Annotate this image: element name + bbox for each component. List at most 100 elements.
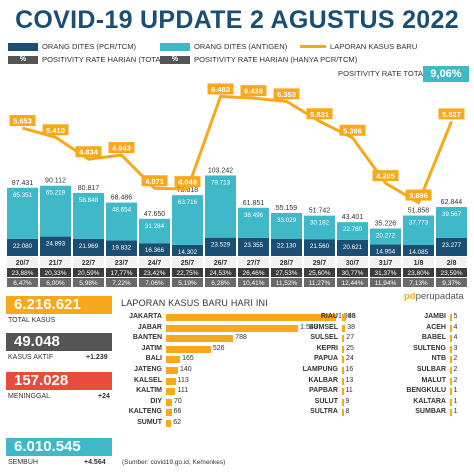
kasus-label: 4.048 [178, 178, 197, 187]
province-bar [450, 356, 452, 364]
bar-pcr-label: 21.969 [79, 243, 99, 250]
pos-pcr-label: 6,00% [46, 280, 65, 287]
province-bar [342, 367, 344, 374]
legend-pos-pcr-swatch: % [160, 55, 190, 64]
legend-pcr: ORANG DITES (PCR/TCM) [8, 42, 136, 51]
positivity-rate-total-badge: 9,06% [423, 66, 469, 82]
date-cell [172, 257, 203, 267]
province-value: 62 [173, 419, 182, 426]
province-bar [342, 335, 345, 343]
bar-total-label: 62.844 [441, 199, 463, 206]
kasus-label-bg [240, 85, 267, 97]
bar-antigen-label: 79.713 [211, 179, 231, 186]
province-bar [450, 398, 452, 406]
bar-total-label: 80.817 [78, 185, 100, 192]
province-value: 165 [182, 355, 194, 363]
pos-pcr-cell [40, 278, 71, 287]
bar-pcr-label: 22.080 [13, 243, 33, 250]
sembuh-label: SEMBUH [8, 459, 38, 466]
legend-pos-rate-total: POSITIVITY RATE TOTAL [338, 69, 427, 78]
province-value: 111 [177, 387, 189, 395]
province-value: 46 [347, 313, 356, 320]
bar-total-label: 51.742 [309, 208, 331, 215]
pos-total-label: 23,88% [11, 270, 33, 277]
province-name: LAMPUNG [302, 366, 338, 373]
pos-total-cell [205, 268, 236, 277]
province-value: 2 [453, 366, 458, 373]
bar-pcr [238, 237, 269, 256]
date-cell [40, 257, 71, 267]
pos-total-label: 23,42% [143, 270, 165, 277]
x-tick-label: 26/7 [214, 260, 228, 267]
meninggal-change: +24 [98, 393, 110, 400]
province-value: 16 [345, 366, 354, 373]
bar-pcr [106, 240, 137, 256]
pos-total-cell [337, 268, 368, 277]
pos-pcr-cell [304, 278, 335, 287]
province-name: SULTENG [413, 344, 446, 352]
date-cell [436, 257, 467, 267]
daily-section-title: LAPORAN KASUS BARU HARI INI [121, 298, 268, 308]
bar-antigen [7, 187, 38, 239]
pos-pcr-label: 7,22% [112, 280, 131, 287]
province-name: SULTRA [310, 408, 338, 416]
pos-pcr-label: 11,27% [309, 280, 331, 287]
province-bar [450, 409, 452, 417]
date-cell [304, 257, 335, 267]
pos-pcr-cell [172, 278, 203, 287]
pos-pcr-label: 7,13% [409, 280, 428, 287]
bar-antigen-label: 20.272 [376, 233, 396, 240]
province-bar [166, 324, 299, 332]
legend-pos-pcr: % POSITIVITY RATE HARIAN (HANYA PCR/TCM) [160, 55, 357, 64]
pos-total-label: 25,60% [308, 270, 330, 277]
legend-antigen: ORANG DITES (ANTIGEN) [160, 42, 287, 51]
bar-pcr [40, 236, 71, 256]
province-bar [450, 324, 452, 332]
province-bar [342, 388, 344, 396]
pos-pcr-label: 5,98% [79, 280, 98, 287]
kasus-aktif-label: KASUS AKTIF [8, 354, 54, 361]
date-cell [73, 257, 104, 267]
province-bar [450, 377, 452, 385]
pos-pcr-label: 9,37% [442, 280, 461, 287]
province-value: 1 [453, 397, 458, 405]
bar-antigen-label: 22.780 [343, 226, 363, 233]
legend-pos-total: % POSITIVITY RATE HARIAN (TOTAL) [8, 55, 167, 64]
legend-pcr-label: ORANG DITES (PCR/TCM) [42, 42, 137, 51]
date-cell [271, 257, 302, 267]
pos-pcr-cell [139, 278, 170, 287]
kasus-label: 6.483 [211, 85, 230, 94]
pos-total-label: 30,77% [341, 270, 363, 277]
province-bar [342, 377, 344, 385]
province-value: 1.549 [300, 323, 318, 331]
bar-total-label: 87.431 [12, 180, 34, 187]
pos-total-cell [139, 268, 170, 277]
pos-total-cell [238, 268, 269, 277]
date-cell [205, 257, 236, 267]
pos-total-label: 20,33% [44, 270, 66, 277]
province-value: 38 [347, 323, 356, 331]
date-cell [238, 257, 269, 267]
bar-pcr-label: 23.355 [244, 242, 264, 249]
bar-total-label: 61.851 [243, 200, 265, 207]
bar-total-label: 55.159 [276, 205, 298, 212]
x-tick-label: 28/7 [280, 260, 294, 267]
bar-antigen-label: 63.716 [178, 199, 198, 206]
perupadata-logo: pdperupadata [404, 291, 464, 302]
province-bar [342, 345, 345, 353]
pos-pcr-cell [238, 278, 269, 287]
province-bar [342, 409, 344, 417]
bar-pcr [205, 237, 236, 256]
province-name: JATIM [141, 344, 162, 352]
kasus-label-bg [75, 146, 102, 158]
bar-pcr-label: 22.130 [277, 243, 297, 250]
province-bar [450, 335, 452, 343]
bar-antigen [172, 195, 203, 245]
x-tick-label: 22/7 [82, 260, 96, 267]
logo-mark: pd [404, 291, 416, 302]
meninggal-value: 157.028 [6, 372, 112, 390]
kasus-label-bg [9, 115, 36, 127]
province-value: 13 [345, 376, 354, 384]
pos-pcr-cell [73, 278, 104, 287]
legend-kasus-swatch [300, 45, 326, 48]
